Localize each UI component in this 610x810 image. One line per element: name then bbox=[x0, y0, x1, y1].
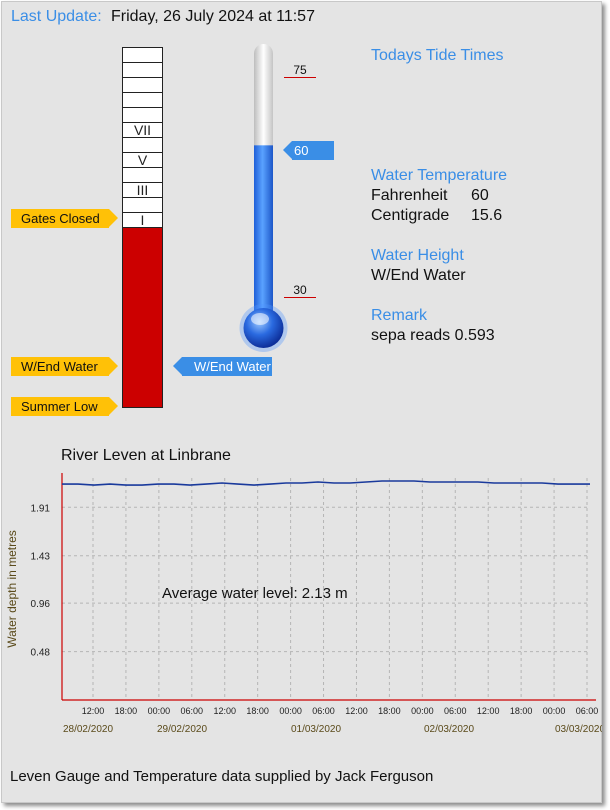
x-time-tick: 00:00 bbox=[148, 706, 171, 716]
gates-closed-tag: Gates Closed bbox=[11, 209, 118, 228]
x-date-tick: 28/02/2020 bbox=[63, 724, 113, 735]
x-time-tick: 12:00 bbox=[213, 706, 236, 716]
gauge-cell bbox=[122, 62, 163, 77]
centigrade-label: Centigrade bbox=[371, 207, 450, 224]
x-time-tick: 06:00 bbox=[576, 706, 599, 716]
x-time-tick: 00:00 bbox=[543, 706, 566, 716]
thermometer bbox=[239, 44, 288, 352]
gauge-level-3: III bbox=[122, 182, 163, 197]
gauge-cell bbox=[122, 92, 163, 107]
average-annotation: Average water level: 2.13 m bbox=[162, 585, 348, 602]
gauge-cell bbox=[122, 137, 163, 152]
fahrenheit-label: Fahrenheit bbox=[371, 187, 448, 204]
last-update-label: Last Update: bbox=[11, 8, 102, 25]
gauge-water-level bbox=[122, 227, 163, 408]
centigrade-value: 15.6 bbox=[471, 207, 503, 224]
bulb-highlight bbox=[251, 313, 269, 325]
remark-value: sepa reads 0.593 bbox=[371, 327, 495, 344]
last-update-value: Friday, 26 July 2024 at 11:57 bbox=[111, 8, 315, 25]
x-time-tick: 00:00 bbox=[279, 706, 302, 716]
x-time-tick: 18:00 bbox=[115, 706, 138, 716]
remark-title: Remark bbox=[371, 307, 428, 324]
gauge-cell bbox=[122, 77, 163, 92]
main-panel: Last Update: Friday, 26 July 2024 at 11:… bbox=[1, 1, 602, 803]
water-height-title: Water Height bbox=[371, 247, 464, 264]
x-time-tick: 12:00 bbox=[345, 706, 368, 716]
series-line bbox=[62, 480, 590, 486]
current-level-tag: W/End Water bbox=[173, 357, 272, 376]
x-time-tick: 18:00 bbox=[510, 706, 533, 716]
x-time-tick: 12:00 bbox=[477, 706, 500, 716]
summer-low-tag: Summer Low bbox=[11, 397, 118, 416]
x-time-tick: 00:00 bbox=[411, 706, 434, 716]
water-level-chart: 1.91 1.43 0.96 0.48 12:00 18:00 00:00 06:00 12:0… bbox=[5, 473, 602, 735]
x-date-tick: 02/03/2020 bbox=[424, 724, 474, 735]
thermometer-fill bbox=[254, 145, 273, 330]
wend-water-tag: W/End Water bbox=[11, 357, 118, 376]
y-tick-label: 0.96 bbox=[31, 599, 51, 610]
gauge-level-5: V bbox=[122, 152, 163, 167]
y-tick-label: 1.91 bbox=[31, 503, 51, 514]
x-time-tick: 12:00 bbox=[82, 706, 105, 716]
gauge-cell bbox=[122, 107, 163, 122]
chart-title: River Leven at Linbrane bbox=[61, 447, 231, 464]
x-time-tick: 06:00 bbox=[181, 706, 204, 716]
x-date-tick: 01/03/2020 bbox=[291, 724, 341, 735]
thermo-mark-30: 30 bbox=[284, 284, 316, 298]
gauge-level-7: VII bbox=[122, 122, 163, 137]
tide-times-link[interactable]: Todays Tide Times bbox=[371, 47, 504, 64]
gauge-cell bbox=[122, 47, 163, 62]
gauge-cell bbox=[122, 167, 163, 182]
x-time-tick: 18:00 bbox=[378, 706, 401, 716]
y-tick-label: 1.43 bbox=[31, 552, 51, 563]
x-date-tick: 29/02/2020 bbox=[157, 724, 207, 735]
water-temp-title: Water Temperature bbox=[371, 167, 508, 184]
thermo-current-tag: 60 bbox=[283, 141, 334, 160]
fahrenheit-value: 60 bbox=[471, 187, 489, 204]
footer-credit: Leven Gauge and Temperature data supplie… bbox=[10, 768, 434, 785]
thermo-mark-75: 75 bbox=[284, 64, 316, 78]
gauge-level-1: I bbox=[122, 212, 163, 227]
x-time-tick: 06:00 bbox=[444, 706, 467, 716]
x-time-tick: 18:00 bbox=[246, 706, 269, 716]
gauge-cell bbox=[122, 197, 163, 212]
x-date-tick: 03/03/2020 bbox=[555, 724, 602, 735]
water-height-value: W/End Water bbox=[371, 267, 466, 284]
y-tick-label: 0.48 bbox=[31, 648, 51, 659]
x-time-tick: 06:00 bbox=[312, 706, 335, 716]
y-axis-label: Water depth in metres bbox=[5, 530, 19, 648]
